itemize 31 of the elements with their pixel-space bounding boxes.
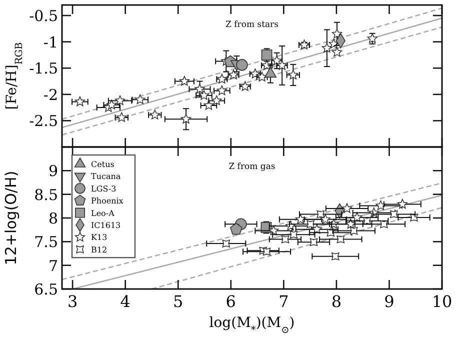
x-tick-label: 8 <box>331 292 342 311</box>
x-tick-label: 5 <box>173 292 184 311</box>
legend-label: K13 <box>91 233 108 242</box>
legend-label: B12 <box>91 245 108 254</box>
legend-label: Tucana <box>91 172 121 182</box>
legend-label: Phoenix <box>91 196 124 206</box>
x-tick-label: 3 <box>67 292 78 311</box>
y-tick-label: -2 <box>43 86 58 104</box>
text: Z from gas <box>228 162 276 172</box>
y-tick-label: -1 <box>43 33 58 52</box>
y-tick-label: 7 <box>48 256 58 275</box>
x-tick-label: 4 <box>120 292 130 311</box>
y-tick-label: 8 <box>48 210 58 228</box>
text: Z from stars <box>226 20 278 30</box>
y-tick-label: 8.5 <box>34 186 58 204</box>
y-tick-label: 9 <box>48 162 58 180</box>
y-tick-label: 7.5 <box>34 233 58 252</box>
x-tick-label: 7 <box>278 292 289 311</box>
x-tick-label: 9 <box>384 292 394 311</box>
y-tick-label: -0.5 <box>29 7 58 26</box>
legend-label: LGS-3 <box>91 184 116 194</box>
x-tick-label: 10 <box>432 292 452 311</box>
legend-label: IC1613 <box>91 221 121 230</box>
y-axis-title: 12+log(O/H) <box>2 170 20 266</box>
y-tick-label: 6.5 <box>34 280 58 298</box>
x-axis-title: log(M$_{*}$)(M$_{⊙}$) <box>209 315 295 336</box>
legend-label: Leo-A <box>91 208 115 218</box>
y-tick-label: -1.5 <box>29 60 58 78</box>
legend-label: Cetus <box>91 160 114 169</box>
y-tick-label: -2.5 <box>29 112 58 130</box>
x-tick-label: 6 <box>226 292 236 311</box>
